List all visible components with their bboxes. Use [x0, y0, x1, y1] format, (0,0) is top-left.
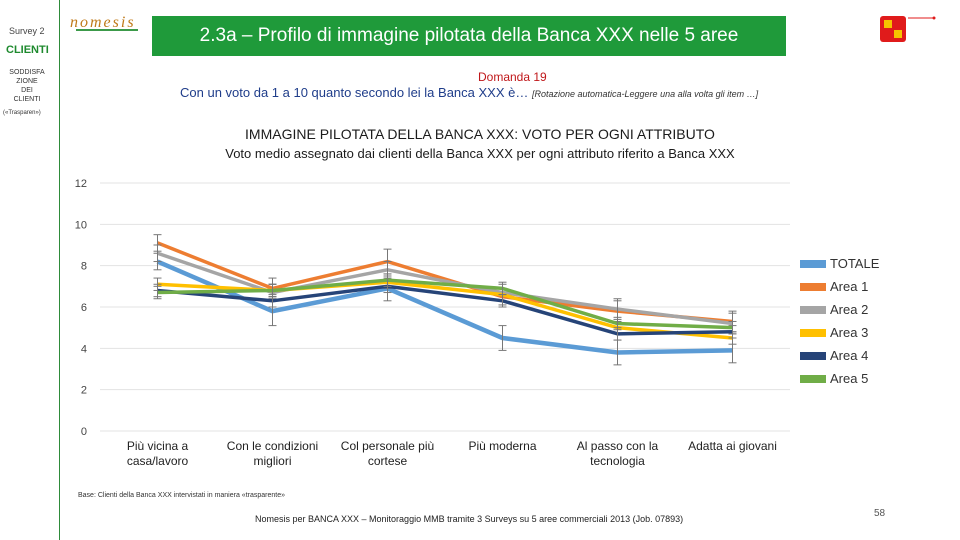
question-number: Domanda 19: [478, 70, 547, 84]
trasparenza-label: («Trasparen»): [3, 110, 41, 116]
legend-label: TOTALE: [830, 256, 880, 271]
logo-underline: [76, 29, 138, 31]
legend-swatch: [800, 328, 826, 337]
y-tick-label: 10: [75, 219, 87, 231]
y-tick-label: 2: [81, 385, 87, 397]
legend-swatch: [800, 259, 826, 268]
sidebar-divider: [59, 0, 60, 540]
legend-label: Area 2: [830, 302, 869, 317]
legend-label: Area 4: [830, 348, 869, 363]
y-tick-label: 8: [81, 261, 87, 273]
page-number: 58: [874, 508, 886, 519]
x-tick-label: Adatta ai giovani: [688, 439, 777, 453]
x-tick-label: Più vicina a casa/lavoro: [127, 439, 189, 468]
legend-item: Area 2: [800, 302, 868, 317]
company-logo: nomesis: [70, 14, 136, 31]
survey-label: Survey 2: [9, 26, 45, 36]
sidebar: Survey 2 CLIENTI SODDISFA ZIONE DEI CLIE…: [0, 0, 60, 540]
soddisfazione-label: SODDISFA ZIONE DEI CLIENTI: [9, 69, 45, 103]
brand-figure-icon: [880, 16, 936, 42]
footer-credit: Nomesis per BANCA XXX – Monitoraggio MMB…: [255, 514, 684, 524]
base-note: Base: Clienti della Banca XXX intervista…: [78, 492, 285, 499]
y-tick-label: 0: [81, 426, 87, 438]
page-title: 2.3a – Profilo di immagine pilotata dell…: [152, 16, 786, 56]
legend-swatch: [800, 282, 826, 291]
question-note: [Rotazione automatica-Leggere una alla v…: [531, 89, 759, 99]
series-line: [156, 251, 733, 326]
legend-label: Area 1: [830, 279, 869, 294]
question-text-row: Con un voto da 1 a 10 quanto secondo lei…: [180, 85, 758, 100]
question-text: Con un voto da 1 a 10 quanto secondo lei…: [180, 85, 529, 100]
legend-label: Area 3: [830, 325, 869, 340]
legend-swatch: [800, 305, 826, 314]
chart-title: IMMAGINE PILOTATA DELLA BANCA XXX: VOTO …: [245, 126, 715, 142]
legend-swatch: [800, 374, 826, 383]
legend-item: Area 1: [800, 279, 868, 294]
y-tick-label: 6: [81, 302, 87, 314]
legend-item: Area 3: [800, 325, 868, 340]
series-line: [156, 259, 733, 355]
series-line: [157, 278, 733, 330]
legend-swatch: [800, 351, 826, 360]
x-tick-label: Col personale più cortese: [341, 439, 434, 468]
legend-item: Area 4: [800, 348, 868, 363]
x-tick-label: Più moderna: [468, 439, 536, 453]
legend-item: Area 5: [800, 371, 868, 386]
x-tick-label: Con le condizioni migliori: [227, 439, 318, 468]
x-tick-label: Al passo con la tecnologia: [577, 439, 659, 468]
series-line: [157, 284, 733, 336]
y-tick-label: 4: [81, 343, 87, 355]
clienti-label: CLIENTI: [6, 44, 49, 56]
legend-label: Area 5: [830, 371, 869, 386]
y-tick-label: 12: [75, 178, 87, 190]
legend-item: TOTALE: [800, 256, 879, 271]
chart-subtitle: Voto medio assegnato dai clienti della B…: [225, 146, 735, 161]
